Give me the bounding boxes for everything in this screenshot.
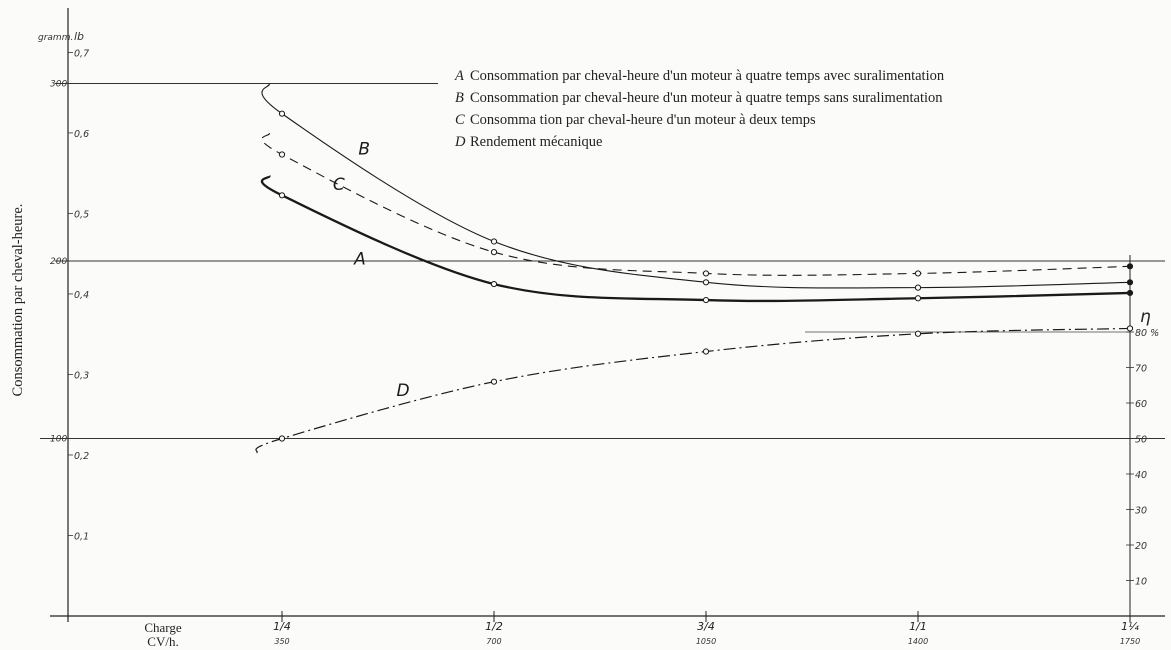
series-a-point <box>490 280 498 288</box>
left-unit-lb: lb <box>74 30 84 43</box>
series-c-point <box>1126 263 1134 270</box>
series-b-point <box>490 238 498 245</box>
series-a-point <box>914 295 922 302</box>
series-c-label: C <box>333 175 345 195</box>
series-d-point <box>1126 325 1134 332</box>
series-a-line <box>260 174 1131 303</box>
series-b-point <box>278 110 286 117</box>
legend-text-a: Consommation par cheval-heure d'un moteu… <box>470 68 945 84</box>
series-d-label: D <box>396 381 409 401</box>
right-tick-label: 80 % <box>1135 328 1159 339</box>
series-b-line <box>261 83 1131 289</box>
right-axis-ticks: 10 20 30 40 50 60 70 80 % <box>1126 328 1159 588</box>
series-b-label: B <box>358 140 370 160</box>
x-tick-sublabel: 700 <box>486 637 501 646</box>
right-tick-label: 10 <box>1135 577 1147 588</box>
left-tick-lb: 0,6 <box>74 129 89 140</box>
series-c-line <box>261 132 1131 276</box>
series-c-point <box>490 249 498 256</box>
x-tick-sublabel: 1050 <box>696 637 716 646</box>
gridlines <box>40 83 1165 439</box>
right-axis-symbol: η <box>1140 307 1151 327</box>
left-tick-lb: 0,2 <box>74 451 89 462</box>
x-axis-label-line1: Charge <box>144 620 182 635</box>
x-tick-sublabel: 1750 <box>1120 637 1140 646</box>
x-tick-label: 1/2 <box>485 620 503 633</box>
left-tick-lb: 0,5 <box>74 209 89 220</box>
series-d-point <box>914 330 922 337</box>
series-d-point <box>278 435 286 442</box>
legend-text-d: Rendement mécanique <box>470 134 602 150</box>
left-tick-lb: 0,7 <box>74 48 89 59</box>
legend-letter-a: A <box>454 68 464 84</box>
x-tick-sublabel: 350 <box>274 637 289 646</box>
left-tick-grams: 200 <box>50 257 67 267</box>
legend-text-c: Consomma tion par cheval-heure d'un mote… <box>470 112 816 128</box>
series-b-point <box>702 279 710 286</box>
legend-letter-d: D <box>454 134 466 150</box>
right-tick-label: 40 <box>1135 470 1147 481</box>
x-tick-label: 3/4 <box>697 620 715 633</box>
x-tick-label: 1¼ <box>1121 620 1139 633</box>
left-unit-grams: gramm. <box>38 33 73 43</box>
series-b-point <box>1126 279 1134 286</box>
legend-letter-c: C <box>455 112 465 128</box>
right-tick-label: 70 <box>1135 364 1147 375</box>
series-d-line <box>255 327 1131 454</box>
series-d-point <box>490 378 498 385</box>
series-c-point <box>702 270 710 277</box>
right-tick-label: 30 <box>1135 506 1147 517</box>
series-a-point <box>702 296 710 304</box>
series-a-point <box>278 192 286 199</box>
series-a-point <box>1126 289 1134 297</box>
left-tick-lb: 0,4 <box>74 290 89 301</box>
left-tick-grams: 100 <box>50 435 67 445</box>
legend-letter-b: B <box>455 90 464 106</box>
left-axis-ticks: 100 200 300 0,1 0,2 0,3 0,4 0,5 0,6 0,7 <box>50 48 89 542</box>
series-a-label: A <box>353 250 366 270</box>
x-axis-ticks: 1/4 350 1/2 700 3/4 1050 1/1 1400 1¼ 1750 <box>273 611 1140 646</box>
series-c-point <box>278 151 286 158</box>
x-tick-label: 1/4 <box>273 620 291 633</box>
series-c-point <box>914 270 922 277</box>
series-d-point <box>702 348 710 355</box>
legend-text-b: Consommation par cheval-heure d'un moteu… <box>470 90 943 106</box>
x-tick-sublabel: 1400 <box>908 637 928 646</box>
right-tick-label: 50 <box>1135 435 1147 446</box>
right-tick-label: 60 <box>1135 399 1147 410</box>
left-tick-lb: 0,1 <box>74 531 89 542</box>
x-tick-label: 1/1 <box>909 620 927 633</box>
right-tick-label: 20 <box>1135 541 1147 552</box>
series-b-point <box>914 284 922 291</box>
left-tick-grams: 300 <box>50 80 67 90</box>
legend: A Consommation par cheval-heure d'un mot… <box>454 68 945 150</box>
x-axis-label-line2: CV/h. <box>147 634 178 649</box>
y-axis-label: Consommation par cheval-heure. <box>10 204 26 397</box>
left-tick-lb: 0,3 <box>74 370 89 381</box>
